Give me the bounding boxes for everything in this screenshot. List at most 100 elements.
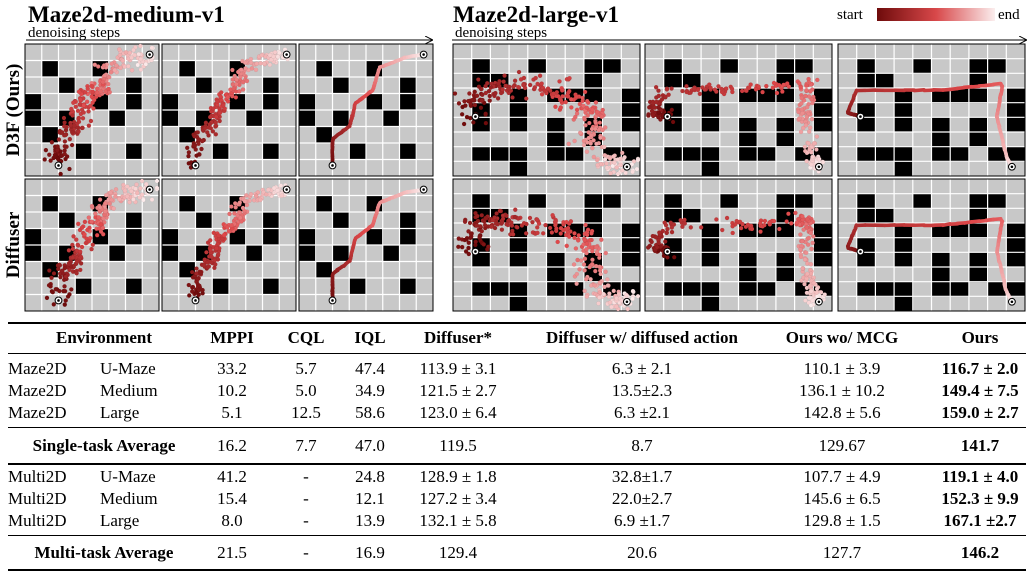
trajectory-point <box>532 85 538 90</box>
maze-wall <box>527 193 547 209</box>
header-ours-wo-mcg: Ours wo/ MCG <box>785 328 899 347</box>
cell-iql: 12.1 <box>355 489 385 508</box>
maze-wall <box>262 212 280 229</box>
maze-wall <box>162 93 180 111</box>
trajectory-point <box>69 287 74 292</box>
trajectory-point <box>574 107 580 113</box>
trajectory-point <box>472 102 478 108</box>
trajectory-point <box>217 110 223 115</box>
trajectory-point <box>649 108 655 114</box>
maze-wall <box>399 212 417 229</box>
maze-wall <box>663 208 683 224</box>
trajectory-point <box>598 271 603 277</box>
maze-wall <box>262 77 280 94</box>
maze-wall <box>701 146 721 162</box>
trajectory-point <box>233 205 238 210</box>
trajectory-point <box>61 277 67 283</box>
cell-diffuser: 129.4 <box>438 543 478 562</box>
maze-wall <box>25 245 43 262</box>
trajectory-point <box>452 91 458 96</box>
trajectory-point <box>593 245 599 250</box>
trajectory-point <box>217 118 222 124</box>
trajectory-point <box>804 225 809 230</box>
maze-wall <box>178 60 196 78</box>
trajectory-point <box>237 89 242 94</box>
trajectory-point <box>88 118 94 124</box>
trajectory-point <box>221 232 227 238</box>
trajectory-point <box>143 182 149 187</box>
maze-wall <box>682 281 702 297</box>
maze-wall <box>968 223 989 239</box>
trajectory-point <box>536 221 542 226</box>
trajectory-point <box>61 288 66 294</box>
start-marker-dot <box>331 164 334 167</box>
trajectory-point <box>501 79 506 84</box>
trajectory-point <box>516 69 522 75</box>
trajectory-point <box>574 271 580 277</box>
trajectory-point <box>804 114 810 120</box>
trajectory-point <box>134 182 139 187</box>
maze-wall <box>663 58 683 74</box>
maze-wall <box>1006 252 1026 268</box>
maze-wall <box>509 237 529 253</box>
maze-wall <box>856 252 876 268</box>
trajectory-point <box>607 156 613 161</box>
maze-wall <box>162 228 180 246</box>
trajectory-point <box>811 234 816 239</box>
cell-cql: 7.7 <box>295 436 317 455</box>
env-cell: Multi2D <box>8 489 67 508</box>
goal-marker-dot <box>148 53 151 56</box>
maze-wall <box>546 267 566 283</box>
trajectory-point <box>597 280 603 285</box>
maze-wall <box>245 245 263 262</box>
trajectory-point <box>523 231 529 236</box>
trajectory-point <box>82 232 87 237</box>
maze-wall <box>299 93 317 111</box>
trajectory-point <box>527 215 533 221</box>
trajectory-point <box>535 230 540 236</box>
trajectory-point <box>467 220 473 226</box>
maze-wall <box>987 281 1007 297</box>
trajectory-point <box>512 78 518 83</box>
maze-wall <box>125 93 143 111</box>
trajectory-point <box>571 262 577 267</box>
start-marker-dot <box>194 299 197 302</box>
cell-cql: 5.0 <box>295 381 317 400</box>
trajectory-point <box>234 77 239 82</box>
trajectory-point <box>210 129 216 134</box>
env-cell: Multi2D <box>8 511 67 530</box>
trajectory-point <box>656 240 661 246</box>
trajectory-point <box>243 66 248 71</box>
trajectory-point <box>688 225 694 230</box>
maze-wall <box>931 252 951 268</box>
trajectory-point <box>74 237 79 242</box>
maze-wall <box>212 143 230 160</box>
trajectory-point <box>131 47 136 53</box>
trajectory-point <box>588 276 593 282</box>
trajectory-point <box>62 144 68 149</box>
trajectory-point <box>475 213 480 219</box>
trajectory-point <box>584 247 589 252</box>
trajectory-point <box>805 242 811 247</box>
trajectory-point <box>254 61 260 66</box>
trajectory-point <box>577 101 583 107</box>
trajectory-point <box>587 120 592 126</box>
trajectory-point <box>558 231 563 236</box>
trajectory-point <box>498 90 504 96</box>
trajectory-point <box>496 81 501 86</box>
maze-wall <box>701 223 721 239</box>
trajectory-point <box>55 266 61 272</box>
trajectory-point <box>569 97 574 102</box>
maze-wall <box>1006 88 1026 104</box>
trajectory-point <box>662 220 667 225</box>
maze-wall <box>212 278 230 295</box>
trajectory-point <box>462 219 468 225</box>
maze-wall <box>775 88 796 104</box>
env-cell: Maze2D <box>8 403 67 422</box>
trajectory-point <box>635 157 641 163</box>
trajectory-point <box>467 91 472 96</box>
maze-wall <box>813 88 833 104</box>
trajectory-point <box>814 147 819 152</box>
trajectory-point <box>471 120 476 125</box>
trajectory-point <box>614 304 619 309</box>
